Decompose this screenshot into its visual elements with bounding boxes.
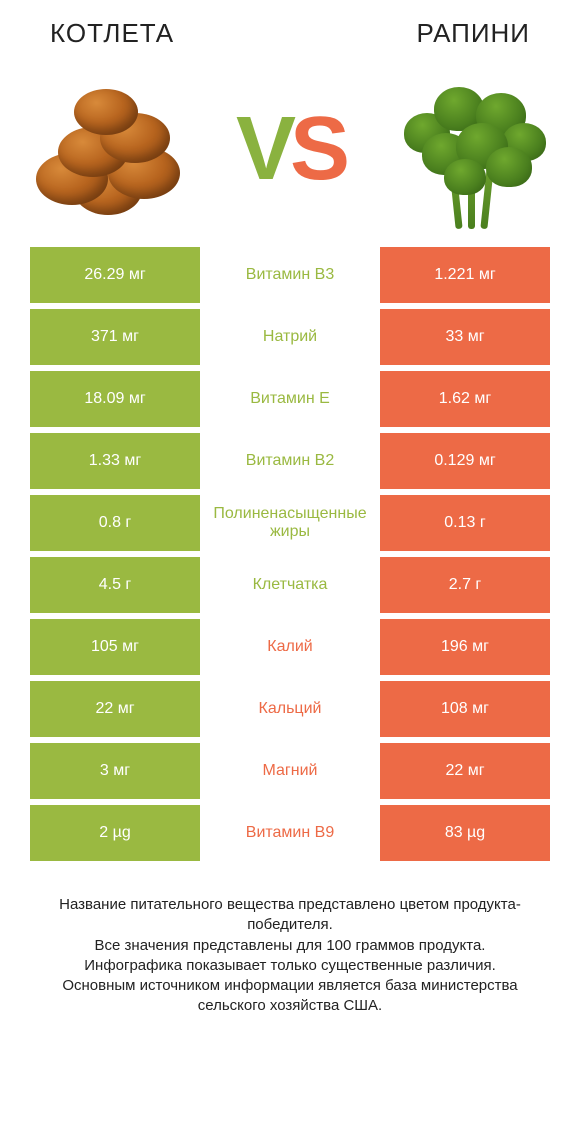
nutrient-label: Кальций bbox=[200, 681, 380, 737]
footer-line: Инфографика показывает только существенн… bbox=[30, 956, 550, 976]
value-left: 0.8 г bbox=[30, 495, 200, 551]
table-row: 18.09 мгВитамин E1.62 мг bbox=[30, 371, 550, 427]
nutrient-label: Натрий bbox=[200, 309, 380, 365]
nutrient-label: Витамин E bbox=[200, 371, 380, 427]
value-left: 18.09 мг bbox=[30, 371, 200, 427]
value-right: 1.62 мг bbox=[380, 371, 550, 427]
comparison-table: 26.29 мгВитамин B31.221 мг 371 мгНатрий33… bbox=[0, 247, 580, 861]
table-row: 0.8 гПолиненасыщенные жиры0.13 г bbox=[30, 495, 550, 551]
value-left: 105 мг bbox=[30, 619, 200, 675]
value-right: 0.129 мг bbox=[380, 433, 550, 489]
value-left: 371 мг bbox=[30, 309, 200, 365]
value-right: 22 мг bbox=[380, 743, 550, 799]
table-row: 105 мгКалий196 мг bbox=[30, 619, 550, 675]
value-right: 2.7 г bbox=[380, 557, 550, 613]
value-right: 33 мг bbox=[380, 309, 550, 365]
value-left: 3 мг bbox=[30, 743, 200, 799]
nutrient-label: Магний bbox=[200, 743, 380, 799]
nutrient-label: Полиненасыщенные жиры bbox=[200, 495, 380, 551]
footer-line: Все значения представлены для 100 граммо… bbox=[30, 936, 550, 956]
table-row: 26.29 мгВитамин B31.221 мг bbox=[30, 247, 550, 303]
cutlet-icon bbox=[30, 69, 190, 229]
value-right: 196 мг bbox=[380, 619, 550, 675]
table-row: 1.33 мгВитамин B20.129 мг bbox=[30, 433, 550, 489]
rapini-icon bbox=[390, 69, 550, 229]
value-right: 83 µg bbox=[380, 805, 550, 861]
vs-s: S bbox=[290, 99, 344, 199]
value-left: 22 мг bbox=[30, 681, 200, 737]
table-row: 371 мгНатрий33 мг bbox=[30, 309, 550, 365]
nutrient-label: Клетчатка bbox=[200, 557, 380, 613]
value-right: 0.13 г bbox=[380, 495, 550, 551]
value-right: 1.221 мг bbox=[380, 247, 550, 303]
value-left: 26.29 мг bbox=[30, 247, 200, 303]
footer-line: Основным источником информации является … bbox=[30, 976, 550, 1017]
vs-label: VS bbox=[236, 104, 344, 194]
nutrient-label: Витамин B3 bbox=[200, 247, 380, 303]
nutrient-label: Калий bbox=[200, 619, 380, 675]
nutrient-label: Витамин B2 bbox=[200, 433, 380, 489]
table-row: 22 мгКальций108 мг bbox=[30, 681, 550, 737]
footer-line: Название питательного вещества представл… bbox=[30, 895, 550, 936]
left-title: КОТЛЕТА bbox=[50, 18, 174, 49]
value-left: 2 µg bbox=[30, 805, 200, 861]
nutrient-label: Витамин B9 bbox=[200, 805, 380, 861]
value-left: 1.33 мг bbox=[30, 433, 200, 489]
value-right: 108 мг bbox=[380, 681, 550, 737]
table-row: 2 µgВитамин B983 µg bbox=[30, 805, 550, 861]
vs-v: V bbox=[236, 99, 290, 199]
right-title: РАПИНИ bbox=[417, 18, 531, 49]
value-left: 4.5 г bbox=[30, 557, 200, 613]
footer-note: Название питательного вещества представл… bbox=[0, 867, 580, 1017]
table-row: 4.5 гКлетчатка2.7 г bbox=[30, 557, 550, 613]
table-row: 3 мгМагний22 мг bbox=[30, 743, 550, 799]
